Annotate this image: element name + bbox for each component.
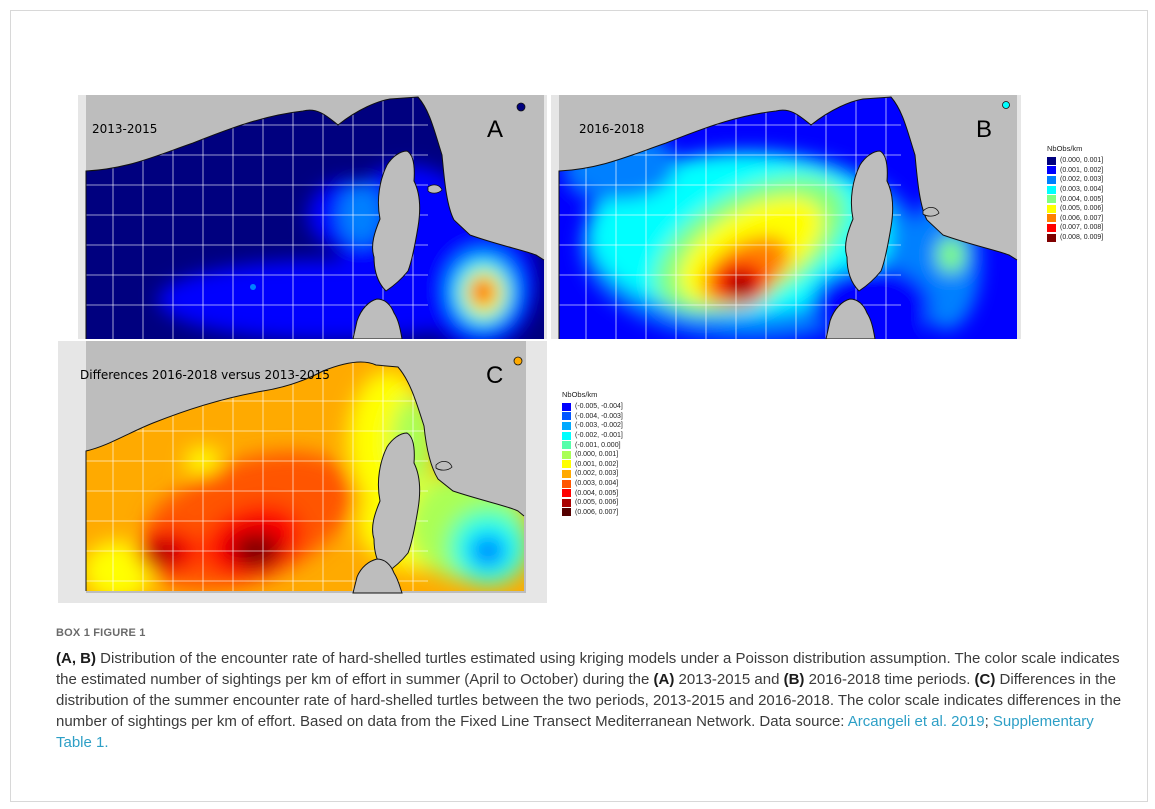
caption-separator: ; xyxy=(984,713,993,730)
legend-diff-label: (-0.003, -0.002] xyxy=(575,422,623,430)
legend-diff-entry: (-0.002, -0.001] xyxy=(562,431,623,441)
panel-a-letter: A xyxy=(487,116,503,143)
legend-rate-swatch xyxy=(1047,204,1056,213)
panel-b-period-label: 2016-2018 xyxy=(579,122,644,136)
legend-rate-entry: (0.005, 0.006] xyxy=(1047,204,1103,214)
panel-b-letter: B xyxy=(976,116,992,143)
legend-diff-entry: (-0.004, -0.003] xyxy=(562,412,623,422)
legend-rate-label: (0.004, 0.005] xyxy=(1060,195,1104,203)
legend-diff-swatch xyxy=(562,489,571,498)
panel-a-period-label: 2013-2015 xyxy=(92,122,157,136)
legend-diff-swatch xyxy=(562,460,571,469)
legend-diff-label: (0.006, 0.007] xyxy=(575,508,619,516)
legend-diff-label: (-0.005, -0.004] xyxy=(575,403,623,411)
legend-diff-entry: (0.000, 0.001] xyxy=(562,450,623,460)
legend-diff-label: (0.003, 0.004] xyxy=(575,480,619,488)
legend-diff-label: (0.000, 0.001] xyxy=(575,451,619,459)
legend-diff-label: (0.002, 0.003] xyxy=(575,470,619,478)
legend-differences-title: NbObs/km xyxy=(562,390,598,399)
legend-diff-label: (0.001, 0.002] xyxy=(575,460,619,468)
legend-diff-entry: (-0.003, -0.002] xyxy=(562,421,623,431)
legend-diff-entry: (0.004, 0.005] xyxy=(562,488,623,498)
caption-panel-b: (B) xyxy=(783,671,805,688)
legend-rate-swatch xyxy=(1047,233,1056,242)
legend-diff-label: (-0.001, 0.000] xyxy=(575,441,621,449)
legend-rate-entry: (0.001, 0.002] xyxy=(1047,166,1103,176)
legend-rate-swatch xyxy=(1047,214,1056,223)
caption-panel-a: (A) xyxy=(653,671,675,688)
legend-diff-swatch xyxy=(562,479,571,488)
panel-c-letter: C xyxy=(486,362,503,389)
legend-rate-entry: (0.002, 0.003] xyxy=(1047,175,1103,185)
legend-rate-label: (0.007, 0.008] xyxy=(1060,224,1104,232)
legend-rate-entry: (0.003, 0.004] xyxy=(1047,185,1103,195)
legend-rate-label: (0.000, 0.001] xyxy=(1060,157,1104,165)
legend-rate-swatch xyxy=(1047,156,1056,165)
figure-label: BOX 1 FIGURE 1 xyxy=(56,627,146,639)
caption-text-3: 2016-2018 time periods. xyxy=(804,671,975,688)
legend-diff-entry: (-0.005, -0.004] xyxy=(562,402,623,412)
legend-diff-swatch xyxy=(562,508,571,517)
legend-rate-swatch xyxy=(1047,195,1056,204)
legend-rate-label: (0.002, 0.003] xyxy=(1060,176,1104,184)
legend-rate-label: (0.001, 0.002] xyxy=(1060,166,1104,174)
legend-diff-entry: (0.002, 0.003] xyxy=(562,469,623,479)
legend-diff-swatch xyxy=(562,402,571,411)
legend-rate-label: (0.005, 0.006] xyxy=(1060,205,1104,213)
legend-rate-swatch xyxy=(1047,166,1056,175)
legend-rate-label: (0.003, 0.004] xyxy=(1060,186,1104,194)
legend-diff-swatch xyxy=(562,498,571,507)
legend-diff-swatch xyxy=(562,469,571,478)
caption-panel-c: (C) xyxy=(974,671,996,688)
legend-diff-label: (-0.004, -0.003] xyxy=(575,412,623,420)
legend-rate-entry: (0.007, 0.008] xyxy=(1047,223,1103,233)
panel-b-map: 2016-2018 B xyxy=(551,95,1041,339)
legend-diff-entry: (0.001, 0.002] xyxy=(562,460,623,470)
caption-text-1: Distribution of the encounter rate of ha… xyxy=(56,650,1120,688)
legend-diff-swatch xyxy=(562,421,571,430)
caption-panels-ab: (A, B) xyxy=(56,650,96,667)
legend-rate-entry: (0.000, 0.001] xyxy=(1047,156,1103,166)
legend-rate-label: (0.006, 0.007] xyxy=(1060,214,1104,222)
panel-c-title-label: Differences 2016-2018 versus 2013-2015 xyxy=(80,368,330,382)
panel-c-map: Differences 2016-2018 versus 2013-2015 C xyxy=(58,341,547,603)
legend-rate-swatch xyxy=(1047,175,1056,184)
legend-encounter-rate-title: NbObs/km xyxy=(1047,144,1083,153)
panel-a-map: 2013-2015 A xyxy=(78,95,547,339)
legend-diff-entry: (0.003, 0.004] xyxy=(562,479,623,489)
legend-rate-entry: (0.004, 0.005] xyxy=(1047,194,1103,204)
legend-diff-entry: (0.006, 0.007] xyxy=(562,508,623,518)
reference-link-arcangeli[interactable]: Arcangeli et al. 2019 xyxy=(847,713,985,730)
caption-text-4: Differences in the distribution of the s… xyxy=(56,671,1122,730)
legend-rate-entry: (0.008, 0.009] xyxy=(1047,233,1103,243)
legend-diff-label: (0.005, 0.006] xyxy=(575,499,619,507)
caption-end: . xyxy=(104,734,109,751)
legend-rate-swatch xyxy=(1047,223,1056,232)
legend-diff-entry: (-0.001, 0.000] xyxy=(562,440,623,450)
legend-diff-label: (-0.002, -0.001] xyxy=(575,432,623,440)
legend-diff-swatch xyxy=(562,412,571,421)
legend-rate-label: (0.008, 0.009] xyxy=(1060,234,1104,242)
legend-diff-swatch xyxy=(562,450,571,459)
legend-rate-swatch xyxy=(1047,185,1056,194)
caption-text-2: 2013-2015 and xyxy=(674,671,784,688)
figure-caption: (A, B) Distribution of the encounter rat… xyxy=(56,648,1131,753)
legend-differences: NbObs/km (-0.005, -0.004] (-0.004, -0.003… xyxy=(562,390,623,517)
legend-diff-label: (0.004, 0.005] xyxy=(575,489,619,497)
legend-encounter-rate: NbObs/km (0.000, 0.001] (0.001, 0.002] (0.… xyxy=(1047,144,1103,242)
legend-diff-swatch xyxy=(562,441,571,450)
supplementary-table-link[interactable]: Supplementary Table 1 xyxy=(56,713,1094,751)
legend-diff-entry: (0.005, 0.006] xyxy=(562,498,623,508)
legend-rate-entry: (0.006, 0.007] xyxy=(1047,214,1103,224)
legend-diff-swatch xyxy=(562,431,571,440)
